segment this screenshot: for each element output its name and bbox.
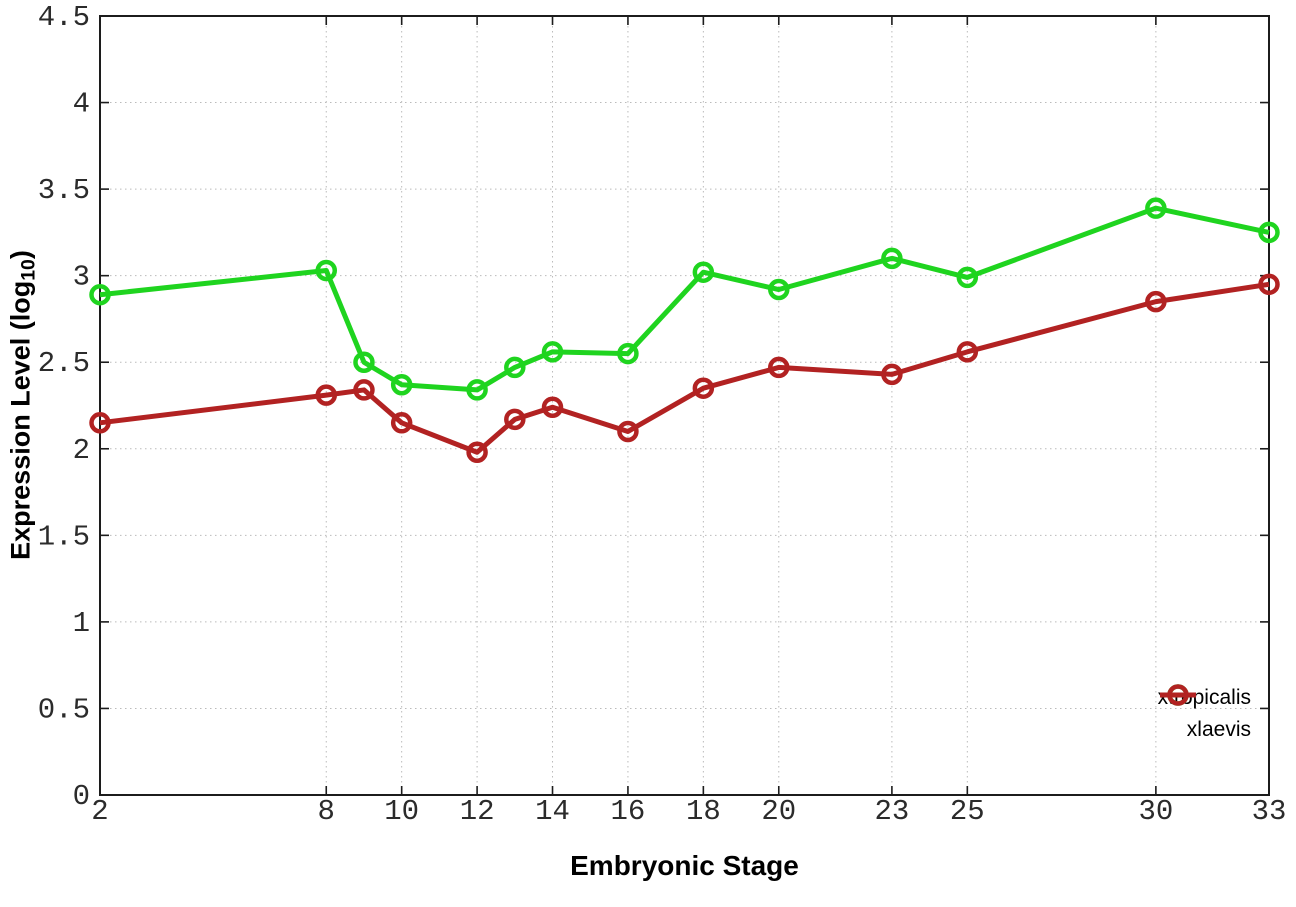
x-tick-label: 2 <box>91 795 108 828</box>
y-tick-label: 1 <box>73 607 90 640</box>
data-point-xtropicalis <box>692 261 715 283</box>
axis-ticks <box>99 15 1270 796</box>
data-point-xtropicalis <box>1145 197 1167 219</box>
plot-border <box>99 15 1270 796</box>
y-axis-title-end: ) <box>5 250 36 260</box>
data-point-xlaevis <box>466 441 488 463</box>
x-tick-label: 14 <box>535 795 570 828</box>
x-axis-title: Embryonic Stage <box>570 850 799 881</box>
data-point-xlaevis <box>956 341 979 363</box>
data-point-xtropicalis <box>1258 221 1280 244</box>
data-point-xlaevis <box>1258 273 1280 296</box>
y-tick-labels: 0 0.5 1 1.5 2 2.5 3 3.5 4 4.5 <box>38 1 90 813</box>
data-point-xlaevis <box>617 420 639 443</box>
data-point-xtropicalis <box>956 266 979 289</box>
y-axis-title-main: Expression Level (log <box>5 280 36 560</box>
legend-item-xlaevis: xlaevis <box>1158 684 1258 746</box>
data-point-xlaevis <box>89 412 111 434</box>
y-tick-label: 0.5 <box>38 693 90 726</box>
data-point-xlaevis <box>504 408 526 431</box>
data-point-xtropicalis <box>390 373 413 396</box>
x-tick-label: 18 <box>686 795 721 828</box>
data-point-xtropicalis <box>881 247 903 270</box>
y-tick-label: 3.5 <box>38 174 90 207</box>
y-tick-label: 4 <box>73 88 90 121</box>
legend: xtropicalis xlaevis <box>1158 682 1258 746</box>
y-axis-title: Expression Level (log10) <box>5 250 40 560</box>
data-point-xlaevis <box>768 356 790 379</box>
x-tick-labels: 2 8 10 12 14 16 18 20 23 25 30 33 <box>91 795 1286 828</box>
x-tick-label: 10 <box>384 795 419 828</box>
data-point-xtropicalis <box>466 379 488 401</box>
y-tick-label: 2.5 <box>38 347 90 380</box>
data-point-xlaevis <box>315 384 338 406</box>
y-tick-label: 2 <box>73 434 90 467</box>
data-point-xlaevis <box>692 377 715 399</box>
x-tick-label: 8 <box>318 795 335 828</box>
y-tick-label: 1.5 <box>38 520 90 553</box>
data-point-xtropicalis <box>89 283 111 306</box>
x-tick-label: 33 <box>1252 795 1287 828</box>
y-tick-label: 4.5 <box>38 1 90 34</box>
y-tick-label: 3 <box>73 261 90 294</box>
y-axis-title-subscript: 10 <box>17 259 40 281</box>
x-tick-label: 12 <box>460 795 495 828</box>
x-tick-label: 30 <box>1138 795 1173 828</box>
data-point-xlaevis <box>390 412 413 434</box>
legend-marker-xlaevis-icon <box>1159 684 1196 706</box>
data-point-xtropicalis <box>504 356 526 379</box>
series-xlaevis <box>89 273 1280 463</box>
data-point-xlaevis <box>541 396 564 418</box>
data-point-xtropicalis <box>541 341 564 363</box>
x-tick-label: 25 <box>950 795 985 828</box>
x-tick-label: 20 <box>761 795 796 828</box>
x-tick-label: 16 <box>611 795 646 828</box>
gridlines <box>99 15 1270 796</box>
series-line-xlaevis <box>99 281 1270 455</box>
data-point-xtropicalis <box>768 278 790 301</box>
data-point-xtropicalis <box>353 351 375 373</box>
data-point-xtropicalis <box>315 259 338 282</box>
data-point-xlaevis <box>881 363 903 386</box>
data-point-xlaevis <box>1145 290 1167 313</box>
legend-label-xlaevis: xlaevis <box>1186 718 1251 741</box>
data-point-xtropicalis <box>617 342 639 365</box>
y-tick-label: 0 <box>73 780 90 813</box>
data-point-xlaevis <box>353 379 375 401</box>
x-tick-label: 23 <box>874 795 909 828</box>
series-xtropicalis <box>89 197 1280 401</box>
